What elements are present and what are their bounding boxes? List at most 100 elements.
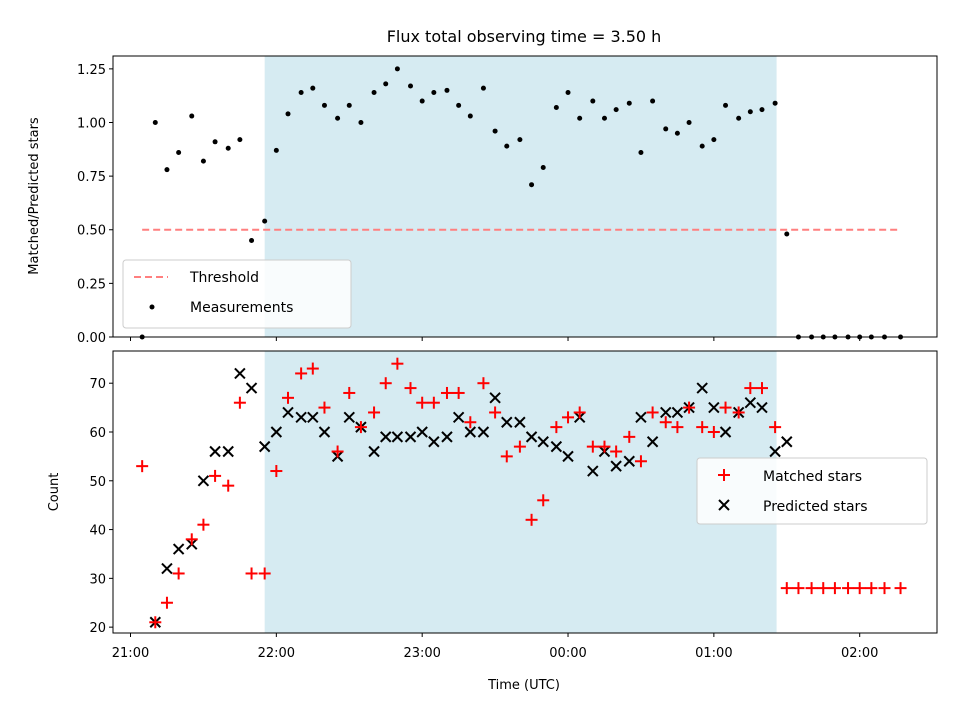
predicted-point [282, 406, 294, 419]
matched-point [306, 362, 319, 375]
predicted-point [756, 401, 768, 414]
measurement-point [200, 158, 206, 164]
matched-point [646, 406, 659, 419]
matched-point [197, 518, 210, 531]
measurement-point [346, 102, 352, 108]
predicted-point [245, 382, 258, 394]
matched-point [233, 396, 246, 409]
matched-point [623, 430, 636, 443]
measurement-point [638, 150, 644, 156]
measurement-point [444, 87, 450, 93]
measurement-point [723, 102, 729, 108]
legend-measurements-label: Measurements [190, 300, 293, 316]
measurement-point [674, 130, 680, 136]
matched-point [696, 421, 709, 434]
predicted-point [550, 440, 563, 453]
measurement-point [285, 111, 291, 117]
predicted-point [258, 440, 271, 453]
matched-point [550, 421, 563, 434]
matched-point [282, 391, 295, 404]
matched-point [318, 401, 331, 414]
predicted-point [464, 426, 477, 438]
measurement-point [467, 113, 473, 119]
measurement-point [480, 85, 486, 91]
predicted-point [719, 426, 732, 438]
measurement-point [626, 100, 632, 106]
top-y-tick-label: 1.00 [77, 116, 106, 131]
predicted-point [318, 426, 331, 438]
x-tick-label: 21:00 [112, 646, 149, 661]
matched-point [671, 421, 684, 434]
top-y-tick-label: 0.25 [77, 277, 106, 292]
x-tick-label: 22:00 [258, 646, 295, 661]
matched-point [343, 386, 356, 399]
predicted-point [416, 426, 428, 438]
bottom-y-axis-label: Count [47, 473, 62, 512]
legend-predicted-label: Predicted stars [763, 499, 868, 515]
measurement-point [577, 115, 583, 121]
measurement-point [759, 107, 765, 113]
measurement-point [529, 182, 535, 188]
legend-measurements-swatch [149, 304, 155, 310]
predicted-point [295, 411, 307, 424]
matched-point [258, 567, 271, 580]
matched-point [160, 596, 173, 609]
matched-point [354, 421, 367, 434]
measurement-point [408, 83, 414, 89]
predicted-point [562, 450, 574, 463]
x-tick-label: 00:00 [549, 646, 586, 661]
predicted-point [404, 431, 417, 443]
matched-point [222, 479, 235, 492]
top-subplot: 0.00 0.25 0.50 0.75 1.00 1.25 Matched/Predict… [27, 55, 938, 346]
predicted-point [660, 406, 672, 419]
predicted-point [525, 431, 538, 443]
matched-point [842, 582, 855, 595]
matched-point [209, 469, 222, 482]
measurement-point [492, 128, 498, 134]
measurement-point [249, 237, 255, 243]
matched-point [525, 513, 538, 526]
matched-point [586, 440, 599, 453]
matched-point [828, 582, 841, 595]
measurement-point [176, 150, 182, 156]
measurement-point [273, 147, 279, 153]
bottom-legend: Matched stars Predicted stars [696, 457, 928, 525]
matched-point [610, 445, 623, 458]
bottom-y-tick-label: 40 [89, 524, 106, 539]
measurement-point [358, 119, 364, 125]
predicted-point [234, 367, 246, 380]
matched-point [416, 396, 429, 409]
matched-point [659, 416, 672, 429]
predicted-point [610, 460, 622, 472]
measurement-point [699, 143, 705, 149]
x-tick-label: 01:00 [695, 646, 732, 661]
matched-point [634, 455, 647, 468]
predicted-point [209, 445, 221, 458]
predicted-point [197, 475, 210, 487]
chart-title: Flux total observing time = 3.50 h [387, 27, 662, 46]
matched-point [562, 411, 575, 424]
matched-point [427, 396, 440, 409]
measurement-point [371, 89, 377, 95]
matched-point [894, 582, 907, 595]
predicted-point [489, 392, 501, 404]
legend-matched-swatch [718, 469, 730, 481]
matched-point [404, 382, 417, 395]
bottom-y-tick-label: 60 [89, 426, 106, 441]
measurement-point [431, 89, 437, 95]
matched-point [537, 494, 550, 507]
x-tick-label: 23:00 [403, 646, 440, 661]
bottom-y-tick-label: 20 [89, 621, 106, 636]
matched-point [732, 406, 745, 419]
predicted-point [646, 436, 659, 448]
predicted-point [781, 436, 793, 448]
measurement-point [601, 115, 607, 121]
matched-point [707, 425, 720, 438]
measurement-point [517, 137, 523, 143]
matched-point [477, 377, 490, 390]
measurement-point [784, 231, 790, 237]
top-y-tick-label: 0.00 [77, 331, 106, 346]
measurement-point [747, 109, 753, 115]
matched-point [270, 465, 283, 478]
